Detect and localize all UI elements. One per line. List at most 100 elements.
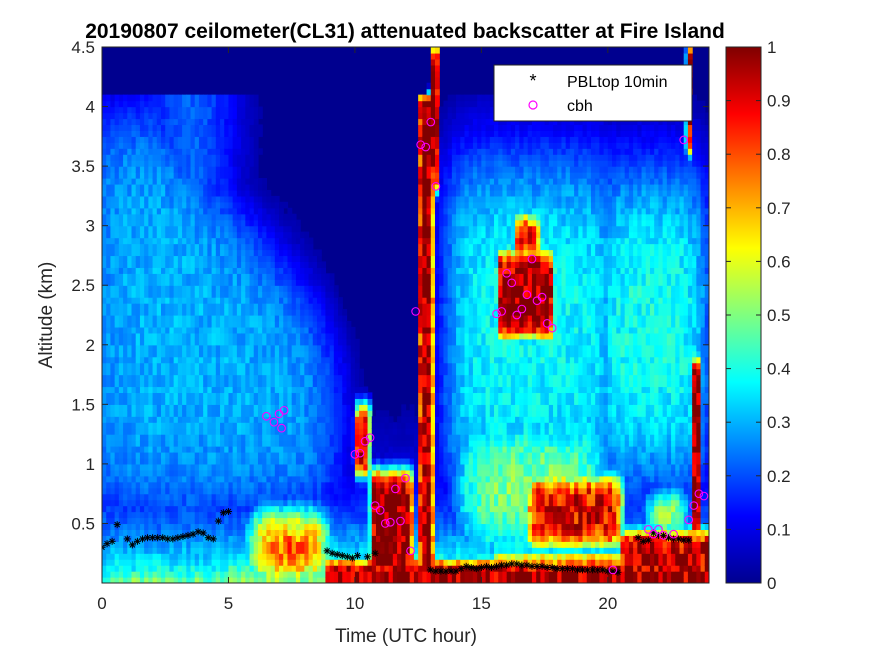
heatmap-cell	[102, 481, 107, 489]
heatmap-cell	[228, 118, 234, 126]
heatmap-cell	[207, 344, 213, 352]
heatmap-cell	[388, 523, 394, 530]
heatmap-cell	[224, 398, 230, 405]
heatmap-cell	[274, 261, 280, 268]
heatmap-cell	[316, 475, 322, 483]
heatmap-cell	[304, 571, 310, 578]
heatmap-cell	[359, 386, 364, 394]
heatmap-cell	[249, 338, 255, 346]
heatmap-cell	[152, 255, 158, 262]
heatmap-cell	[106, 154, 112, 161]
heatmap-cell	[224, 225, 230, 233]
heatmap-cell	[359, 499, 364, 507]
heatmap-cell	[266, 523, 272, 530]
heatmap-cell	[418, 499, 423, 507]
heatmap-cell	[392, 469, 398, 477]
heatmap-cell	[152, 189, 158, 197]
heatmap-cell	[127, 493, 133, 501]
heatmap-cell	[169, 547, 175, 554]
heatmap-cell	[350, 511, 356, 519]
heatmap-cell	[144, 404, 149, 411]
heatmap-cell	[203, 571, 208, 578]
heatmap-cell	[346, 326, 352, 334]
heatmap-cell	[118, 577, 124, 583]
heatmap-cell	[165, 172, 171, 179]
heatmap-cell	[198, 368, 204, 376]
heatmap-cell	[287, 285, 293, 292]
heatmap-cell	[169, 511, 175, 519]
heatmap-cell	[257, 380, 263, 388]
heatmap-cell	[203, 231, 208, 239]
heatmap-cell	[190, 451, 196, 459]
heatmap-cell	[279, 338, 284, 346]
heatmap-cell	[262, 374, 267, 382]
heatmap-cell	[333, 475, 339, 483]
heatmap-cell	[380, 511, 386, 519]
heatmap-cell	[144, 237, 149, 245]
heatmap-cell	[329, 517, 335, 525]
heatmap-cell	[241, 332, 246, 340]
heatmap-cell	[156, 481, 162, 489]
heatmap-cell	[152, 523, 158, 530]
heatmap-cell	[291, 267, 297, 274]
heatmap-cell	[182, 213, 187, 221]
heatmap-cell	[135, 106, 141, 114]
heatmap-cell	[182, 136, 187, 143]
heatmap-cell	[257, 386, 263, 394]
heatmap-cell	[215, 148, 221, 155]
heatmap-cell	[173, 404, 179, 411]
heatmap-cell	[287, 380, 293, 388]
heatmap-cell	[144, 273, 149, 280]
heatmap-cell	[321, 577, 327, 583]
heatmap-cell	[198, 541, 204, 548]
heatmap-cell	[148, 249, 154, 257]
heatmap-cell	[161, 523, 166, 530]
heatmap-cell	[203, 451, 208, 459]
heatmap-cell	[397, 511, 402, 519]
heatmap-cell	[245, 219, 251, 227]
heatmap-cell	[333, 559, 339, 566]
heatmap-cell	[156, 267, 162, 274]
heatmap-cell	[266, 261, 272, 268]
heatmap-cell	[203, 457, 208, 465]
heatmap-cell	[346, 410, 352, 417]
heatmap-cell	[375, 547, 381, 554]
heatmap-cell	[190, 100, 196, 108]
heatmap-cell	[257, 457, 263, 465]
heatmap-cell	[194, 261, 200, 268]
heatmap-cell	[346, 481, 352, 489]
heatmap-cell	[110, 309, 116, 316]
heatmap-cell	[291, 434, 297, 441]
heatmap-cell	[215, 183, 221, 191]
heatmap-cell	[338, 368, 343, 376]
heatmap-cell	[232, 380, 238, 388]
heatmap-cell	[220, 350, 225, 358]
heatmap-cell	[426, 517, 432, 525]
heatmap-cell	[139, 142, 145, 149]
heatmap-cell	[131, 148, 137, 155]
heatmap-cell	[270, 493, 276, 501]
heatmap-cell	[371, 565, 377, 572]
heatmap-cell	[118, 553, 124, 560]
heatmap-cell	[342, 559, 348, 566]
heatmap-cell	[198, 279, 204, 286]
heatmap-cell	[333, 344, 339, 352]
heatmap-cell	[329, 398, 335, 405]
heatmap-cell	[283, 315, 289, 322]
heatmap-cell	[245, 404, 251, 411]
heatmap-cell	[397, 422, 402, 429]
heatmap-cell	[194, 511, 200, 519]
heatmap-cell	[262, 291, 267, 298]
heatmap-cell	[169, 160, 175, 167]
heatmap-cell	[135, 481, 141, 489]
heatmap-cell	[380, 451, 386, 459]
heatmap-cell	[312, 404, 318, 411]
heatmap-cell	[203, 440, 208, 447]
heatmap-cell	[177, 249, 183, 257]
heatmap-cell	[367, 511, 373, 519]
heatmap-cell	[102, 172, 107, 179]
heatmap-cell	[300, 511, 305, 519]
heatmap-cell	[152, 172, 158, 179]
heatmap-cell	[203, 511, 208, 519]
heatmap-cell	[232, 475, 238, 483]
